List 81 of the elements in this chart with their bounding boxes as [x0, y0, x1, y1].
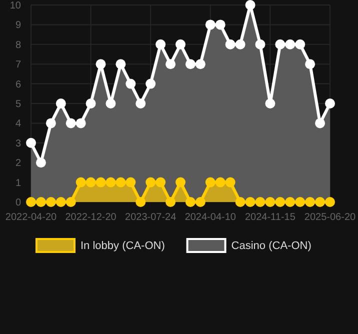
y-tick-label: 8: [15, 40, 22, 51]
point: [185, 197, 196, 207]
point: [225, 177, 236, 188]
point: [295, 39, 306, 50]
point: [225, 39, 236, 50]
point: [195, 59, 206, 70]
x-tick-label: 2024-11-15: [244, 212, 296, 223]
point: [325, 197, 335, 207]
y-tick-label: 2: [15, 158, 22, 170]
y-tick-label: 0: [15, 198, 22, 208]
point: [26, 197, 36, 207]
point: [96, 59, 106, 70]
point: [325, 98, 335, 108]
point: [315, 118, 326, 128]
point: [76, 177, 86, 188]
point: [285, 197, 296, 207]
point: [166, 197, 176, 207]
point: [245, 0, 256, 10]
point: [56, 197, 66, 207]
y-tick-label: 7: [15, 60, 22, 71]
y-tick-label: 5: [15, 99, 22, 110]
legend-label: Casino (CA-ON): [231, 240, 312, 252]
point: [106, 177, 116, 188]
point: [185, 59, 196, 70]
legend-label: In lobby (CA-ON): [80, 240, 165, 252]
point: [315, 197, 326, 207]
point: [106, 98, 116, 108]
y-tick-label: 1: [15, 178, 22, 189]
x-tick-label: 2022-04-20: [5, 212, 58, 223]
point: [275, 197, 286, 207]
point: [36, 197, 46, 207]
point: [36, 158, 46, 168]
y-tick-label: 3: [15, 138, 22, 150]
x-tick-label: 2022-12-20: [65, 212, 117, 223]
point: [166, 59, 176, 70]
point: [215, 20, 226, 30]
point: [195, 197, 206, 207]
x-tick-label: 2024-04-10: [184, 212, 236, 223]
point: [96, 177, 106, 188]
point: [146, 177, 156, 188]
point: [176, 39, 186, 50]
point: [255, 197, 266, 207]
point: [86, 177, 96, 188]
point: [46, 118, 56, 128]
point: [265, 197, 276, 207]
point: [285, 39, 296, 50]
point: [156, 177, 166, 188]
point: [46, 197, 56, 207]
point: [176, 177, 186, 188]
point: [265, 98, 276, 108]
point: [245, 197, 256, 207]
point: [275, 39, 286, 50]
y-tick-label: 4: [15, 118, 22, 130]
point: [295, 197, 306, 207]
x-tick-label: 2023-07-24: [125, 212, 177, 223]
point: [156, 39, 166, 50]
point: [136, 98, 146, 108]
point: [255, 39, 266, 50]
point: [126, 78, 136, 89]
point: [215, 177, 226, 188]
point: [136, 197, 146, 207]
point: [305, 197, 316, 207]
point: [146, 78, 156, 89]
point: [56, 98, 66, 108]
point: [235, 197, 246, 207]
point: [305, 59, 316, 70]
point: [116, 177, 126, 188]
point: [205, 20, 216, 30]
point: [205, 177, 216, 188]
y-tick-label: 6: [15, 79, 22, 90]
point: [66, 118, 76, 128]
point: [235, 39, 246, 50]
point: [26, 138, 36, 148]
point: [126, 177, 136, 188]
x-tick-label: 2025-06-20: [304, 212, 356, 223]
y-tick-label: 9: [15, 20, 22, 32]
point: [76, 118, 86, 128]
point: [86, 98, 96, 108]
y-tick-label: 10: [10, 0, 22, 12]
point: [116, 59, 126, 70]
point: [66, 197, 76, 207]
